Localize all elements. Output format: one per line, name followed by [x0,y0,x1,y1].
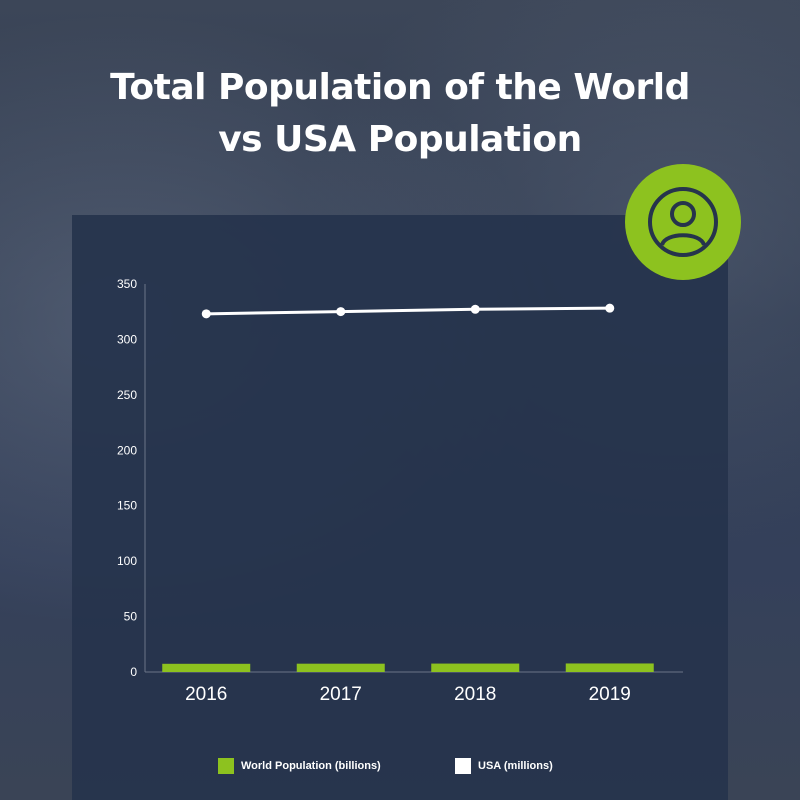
y-tick-label: 0 [130,665,137,679]
x-tick-label: 2019 [589,684,631,705]
y-tick-label: 100 [117,554,137,568]
legend-label-world: World Population (billions) [241,760,381,772]
bar-world-2018 [431,663,520,672]
y-tick-label: 250 [117,388,137,402]
point-usa-2016 [201,309,211,319]
page-title: Total Population of the World vs USA Pop… [0,62,800,166]
y-tick-label: 150 [117,499,137,513]
x-tick-label: 2018 [454,684,496,705]
y-tick-label: 200 [117,443,137,457]
bar-world-2019 [565,663,654,672]
legend-item-world: World Population (billions) [218,758,381,774]
title-line-1: Total Population of the World [110,67,690,108]
bar-world-2017 [296,663,385,672]
point-usa-2019 [605,303,615,313]
y-tick-label: 50 [124,610,138,624]
chart-panel [72,215,728,800]
x-tick-label: 2016 [185,684,227,705]
title-line-2: vs USA Population [218,119,582,160]
line-usa [206,306,610,316]
legend-swatch-usa [455,758,471,774]
legend-swatch-world [218,758,234,774]
y-tick-label: 300 [117,332,137,346]
x-tick-label: 2017 [320,684,362,705]
y-tick-label: 350 [117,277,137,291]
legend-item-usa: USA (millions) [455,758,553,774]
user-icon [648,187,718,257]
point-usa-2017 [336,307,346,317]
point-usa-2018 [470,304,480,314]
bar-world-2016 [162,663,251,672]
user-badge [625,164,741,280]
legend-label-usa: USA (millions) [478,760,553,772]
